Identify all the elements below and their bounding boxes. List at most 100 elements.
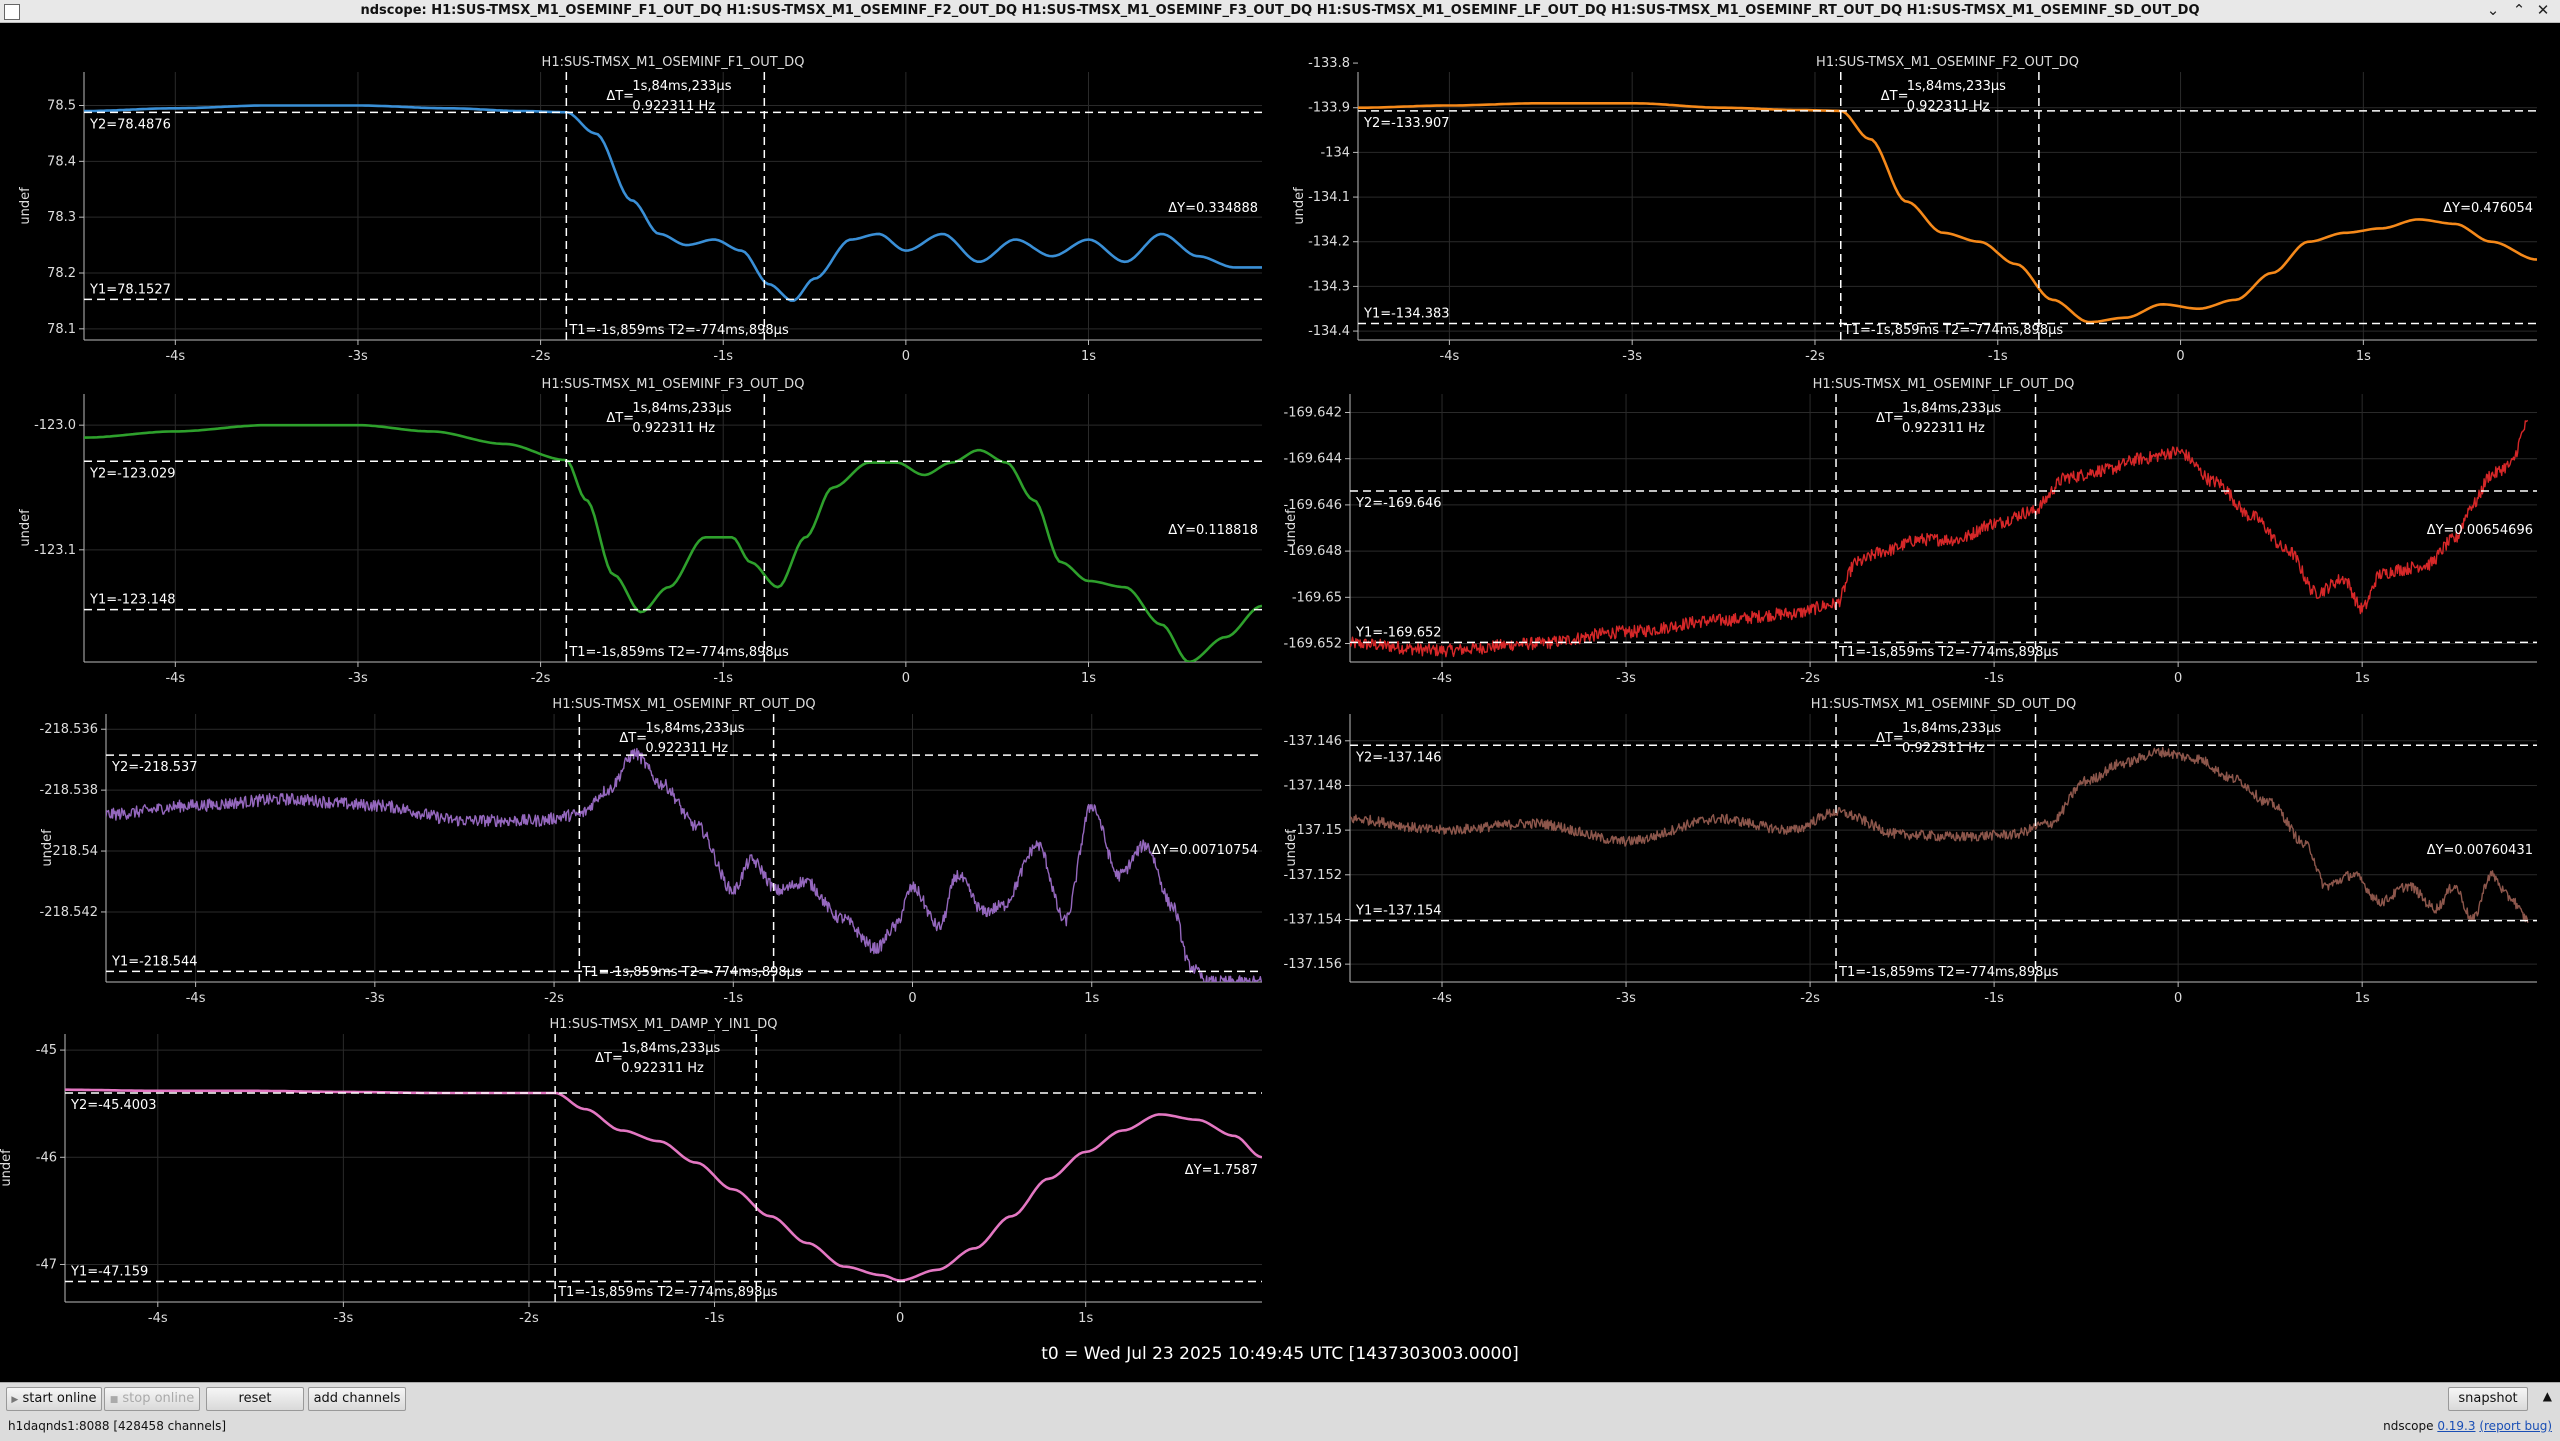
y-tick-label: 78.2	[47, 266, 76, 281]
y2-cursor-label: Y2=-123.029	[89, 466, 176, 481]
y-tick-label: 78.1	[47, 322, 76, 337]
x-tick-label: 0	[2174, 671, 2182, 686]
y-tick-label: -134.3	[1308, 279, 1350, 294]
minimize-icon[interactable]: ⌄	[2486, 1, 2500, 19]
y-tick-label: 78.5	[47, 99, 76, 114]
x-tick-label: 0	[2174, 991, 2182, 1006]
plot-7[interactable]: -4s -3s -2s -1s 0 1s -45 -46 -47 H1:SUS-TMSX_M1_D…	[0, 1017, 1262, 1326]
data-trace	[1358, 102, 2537, 324]
window-title: ndscope: H1:SUS-TMSX_M1_OSEMINF_F1_OUT_D…	[360, 3, 2200, 18]
dt-frequency: 0.922311 Hz	[632, 421, 715, 436]
window-titlebar: ndscope: H1:SUS-TMSX_M1_OSEMINF_F1_OUT_D…	[0, 0, 2560, 23]
dt-label: ΔT=	[606, 89, 634, 104]
report-bug-link[interactable]: (report bug)	[2479, 1419, 2552, 1433]
plot-5[interactable]: -4s -3s -2s -1s 0 1s -218.536 -218.538 -218.54 -2…	[40, 697, 1262, 1006]
add-channels-button[interactable]: add channels	[308, 1387, 406, 1411]
y-tick-label: -169.644	[1284, 452, 1342, 467]
dt-label: ΔT=	[595, 1051, 623, 1066]
x-tick-label: -2s	[531, 349, 551, 364]
t-cursor-label: T1=-1s,859ms T2=-774ms,898µs	[568, 323, 789, 338]
y-tick-label: -218.538	[40, 783, 98, 798]
plot-1[interactable]: -4s -3s -2s -1s 0 1s 78.1 78.2 78.3 78.4 78.5 H1:SU…	[18, 55, 1262, 364]
t-cursor-label: T1=-1s,859ms T2=-774ms,898µs	[1843, 323, 2064, 338]
t-cursor-label: T1=-1s,859ms T2=-774ms,898µs	[568, 645, 789, 660]
y1-cursor-label: Y1=78.1527	[89, 282, 171, 297]
x-tick-label: -3s	[348, 349, 368, 364]
version-link[interactable]: 0.19.3	[2437, 1419, 2476, 1433]
dy-label: ΔY=1.7587	[1185, 1163, 1258, 1178]
plot-4[interactable]: -4s -3s -2s -1s 0 1s -169.642 -169.644 -169.646 -…	[1284, 377, 2537, 686]
y-tick-label: -169.65	[1292, 590, 1342, 605]
y2-cursor-label: Y2=-137.146	[1355, 750, 1442, 765]
y-tick-label: -45	[36, 1043, 57, 1058]
dt-value: 1s,84ms,233µs	[632, 401, 731, 416]
plot-title: H1:SUS-TMSX_M1_OSEMINF_SD_OUT_DQ	[1811, 697, 2076, 712]
y-tick-label: -169.642	[1284, 405, 1342, 420]
start-online-button[interactable]: ▶ start online	[6, 1387, 102, 1411]
x-tick-label: -3s	[348, 671, 368, 686]
y2-cursor-label: Y2=-45.4003	[70, 1098, 157, 1113]
y2-cursor-label: Y2=-133.907	[1363, 116, 1450, 131]
y-tick-label: -169.646	[1284, 498, 1342, 513]
x-tick-label: -4s	[1432, 671, 1452, 686]
data-trace	[106, 747, 1262, 982]
t0-label: t0 = Wed Jul 23 2025 10:49:45 UTC [14373…	[1041, 1344, 1519, 1364]
y1-cursor-label: Y1=-137.154	[1355, 904, 1442, 919]
plot-6[interactable]: -4s -3s -2s -1s 0 1s -137.146 -137.148 -137.15 -1…	[1284, 697, 2537, 1006]
x-tick-label: -1s	[1984, 991, 2004, 1006]
dt-label: ΔT=	[1876, 411, 1904, 426]
play-icon: ▶	[11, 1395, 19, 1405]
plot-2[interactable]: -4s -3s -2s -1s 0 1s -133.8 -133.9 -134 -134.1 -13…	[1292, 55, 2537, 364]
plot-grid[interactable]: -4s -3s -2s -1s 0 1s 78.1 78.2 78.3 78.4 78.5 H1:SU…	[0, 22, 2560, 1382]
x-tick-label: -2s	[1800, 671, 1820, 686]
x-tick-label: 1s	[2356, 349, 2371, 364]
version-info: ndscope 0.19.3 (report bug)	[2383, 1419, 2552, 1433]
dt-value: 1s,84ms,233µs	[645, 721, 744, 736]
y-tick-label: -134.2	[1308, 235, 1350, 250]
x-tick-label: -1s	[1984, 671, 2004, 686]
maximize-icon[interactable]: ⌃	[2512, 1, 2526, 19]
y-tick-label: -47	[36, 1257, 57, 1272]
y-tick-label: -134.1	[1308, 190, 1350, 205]
x-tick-label: -4s	[148, 1311, 168, 1326]
dt-frequency: 0.922311 Hz	[1902, 741, 1985, 756]
version-prefix: ndscope	[2383, 1419, 2438, 1433]
chevron-up-icon[interactable]: ▲	[2542, 1389, 2552, 1403]
app-icon	[4, 4, 20, 20]
x-tick-label: -3s	[1616, 671, 1636, 686]
y-tick-label: -137.146	[1284, 734, 1342, 749]
data-trace	[84, 104, 1262, 302]
plot-3[interactable]: -4s -3s -2s -1s 0 1s -123.0 -123.1 H1:SUS-TMSX_M…	[18, 377, 1262, 686]
x-tick-label: 0	[902, 349, 910, 364]
snapshot-button[interactable]: snapshot	[2448, 1387, 2528, 1411]
plot-title: H1:SUS-TMSX_M1_DAMP_Y_IN1_DQ	[550, 1017, 778, 1032]
dt-frequency: 0.922311 Hz	[621, 1061, 704, 1076]
x-tick-label: -1s	[705, 1311, 725, 1326]
t-cursor-label: T1=-1s,859ms T2=-774ms,898µs	[581, 965, 802, 980]
data-trace	[1350, 419, 2529, 658]
x-tick-label: 0	[2176, 349, 2184, 364]
y-axis-label: undef	[1284, 509, 1299, 547]
start-online-label: start online	[22, 1391, 97, 1406]
plot-title: H1:SUS-TMSX_M1_OSEMINF_F2_OUT_DQ	[1816, 55, 2079, 70]
plot-title: H1:SUS-TMSX_M1_OSEMINF_LF_OUT_DQ	[1813, 377, 2075, 392]
reset-button[interactable]: reset	[206, 1387, 304, 1411]
stop-icon: ■	[109, 1395, 119, 1405]
x-tick-label: -4s	[165, 671, 185, 686]
x-tick-label: 0	[908, 991, 916, 1006]
t-cursor-label: T1=-1s,859ms T2=-774ms,898µs	[557, 1285, 778, 1300]
x-tick-label: 1s	[2355, 671, 2370, 686]
y-tick-label: -134.4	[1308, 324, 1350, 339]
x-tick-label: -2s	[544, 991, 564, 1006]
y-tick-label: -137.154	[1284, 912, 1342, 927]
plot-title: H1:SUS-TMSX_M1_OSEMINF_F1_OUT_DQ	[542, 55, 805, 70]
x-tick-label: -1s	[713, 349, 733, 364]
close-icon[interactable]: ✕	[2536, 1, 2550, 19]
y-tick-label: -137.156	[1284, 957, 1342, 972]
data-trace	[1350, 746, 2529, 923]
x-tick-label: -3s	[1616, 991, 1636, 1006]
x-tick-label: 1s	[1078, 1311, 1093, 1326]
dt-frequency: 0.922311 Hz	[1902, 421, 1985, 436]
x-tick-label: 0	[902, 671, 910, 686]
x-tick-label: -4s	[165, 349, 185, 364]
